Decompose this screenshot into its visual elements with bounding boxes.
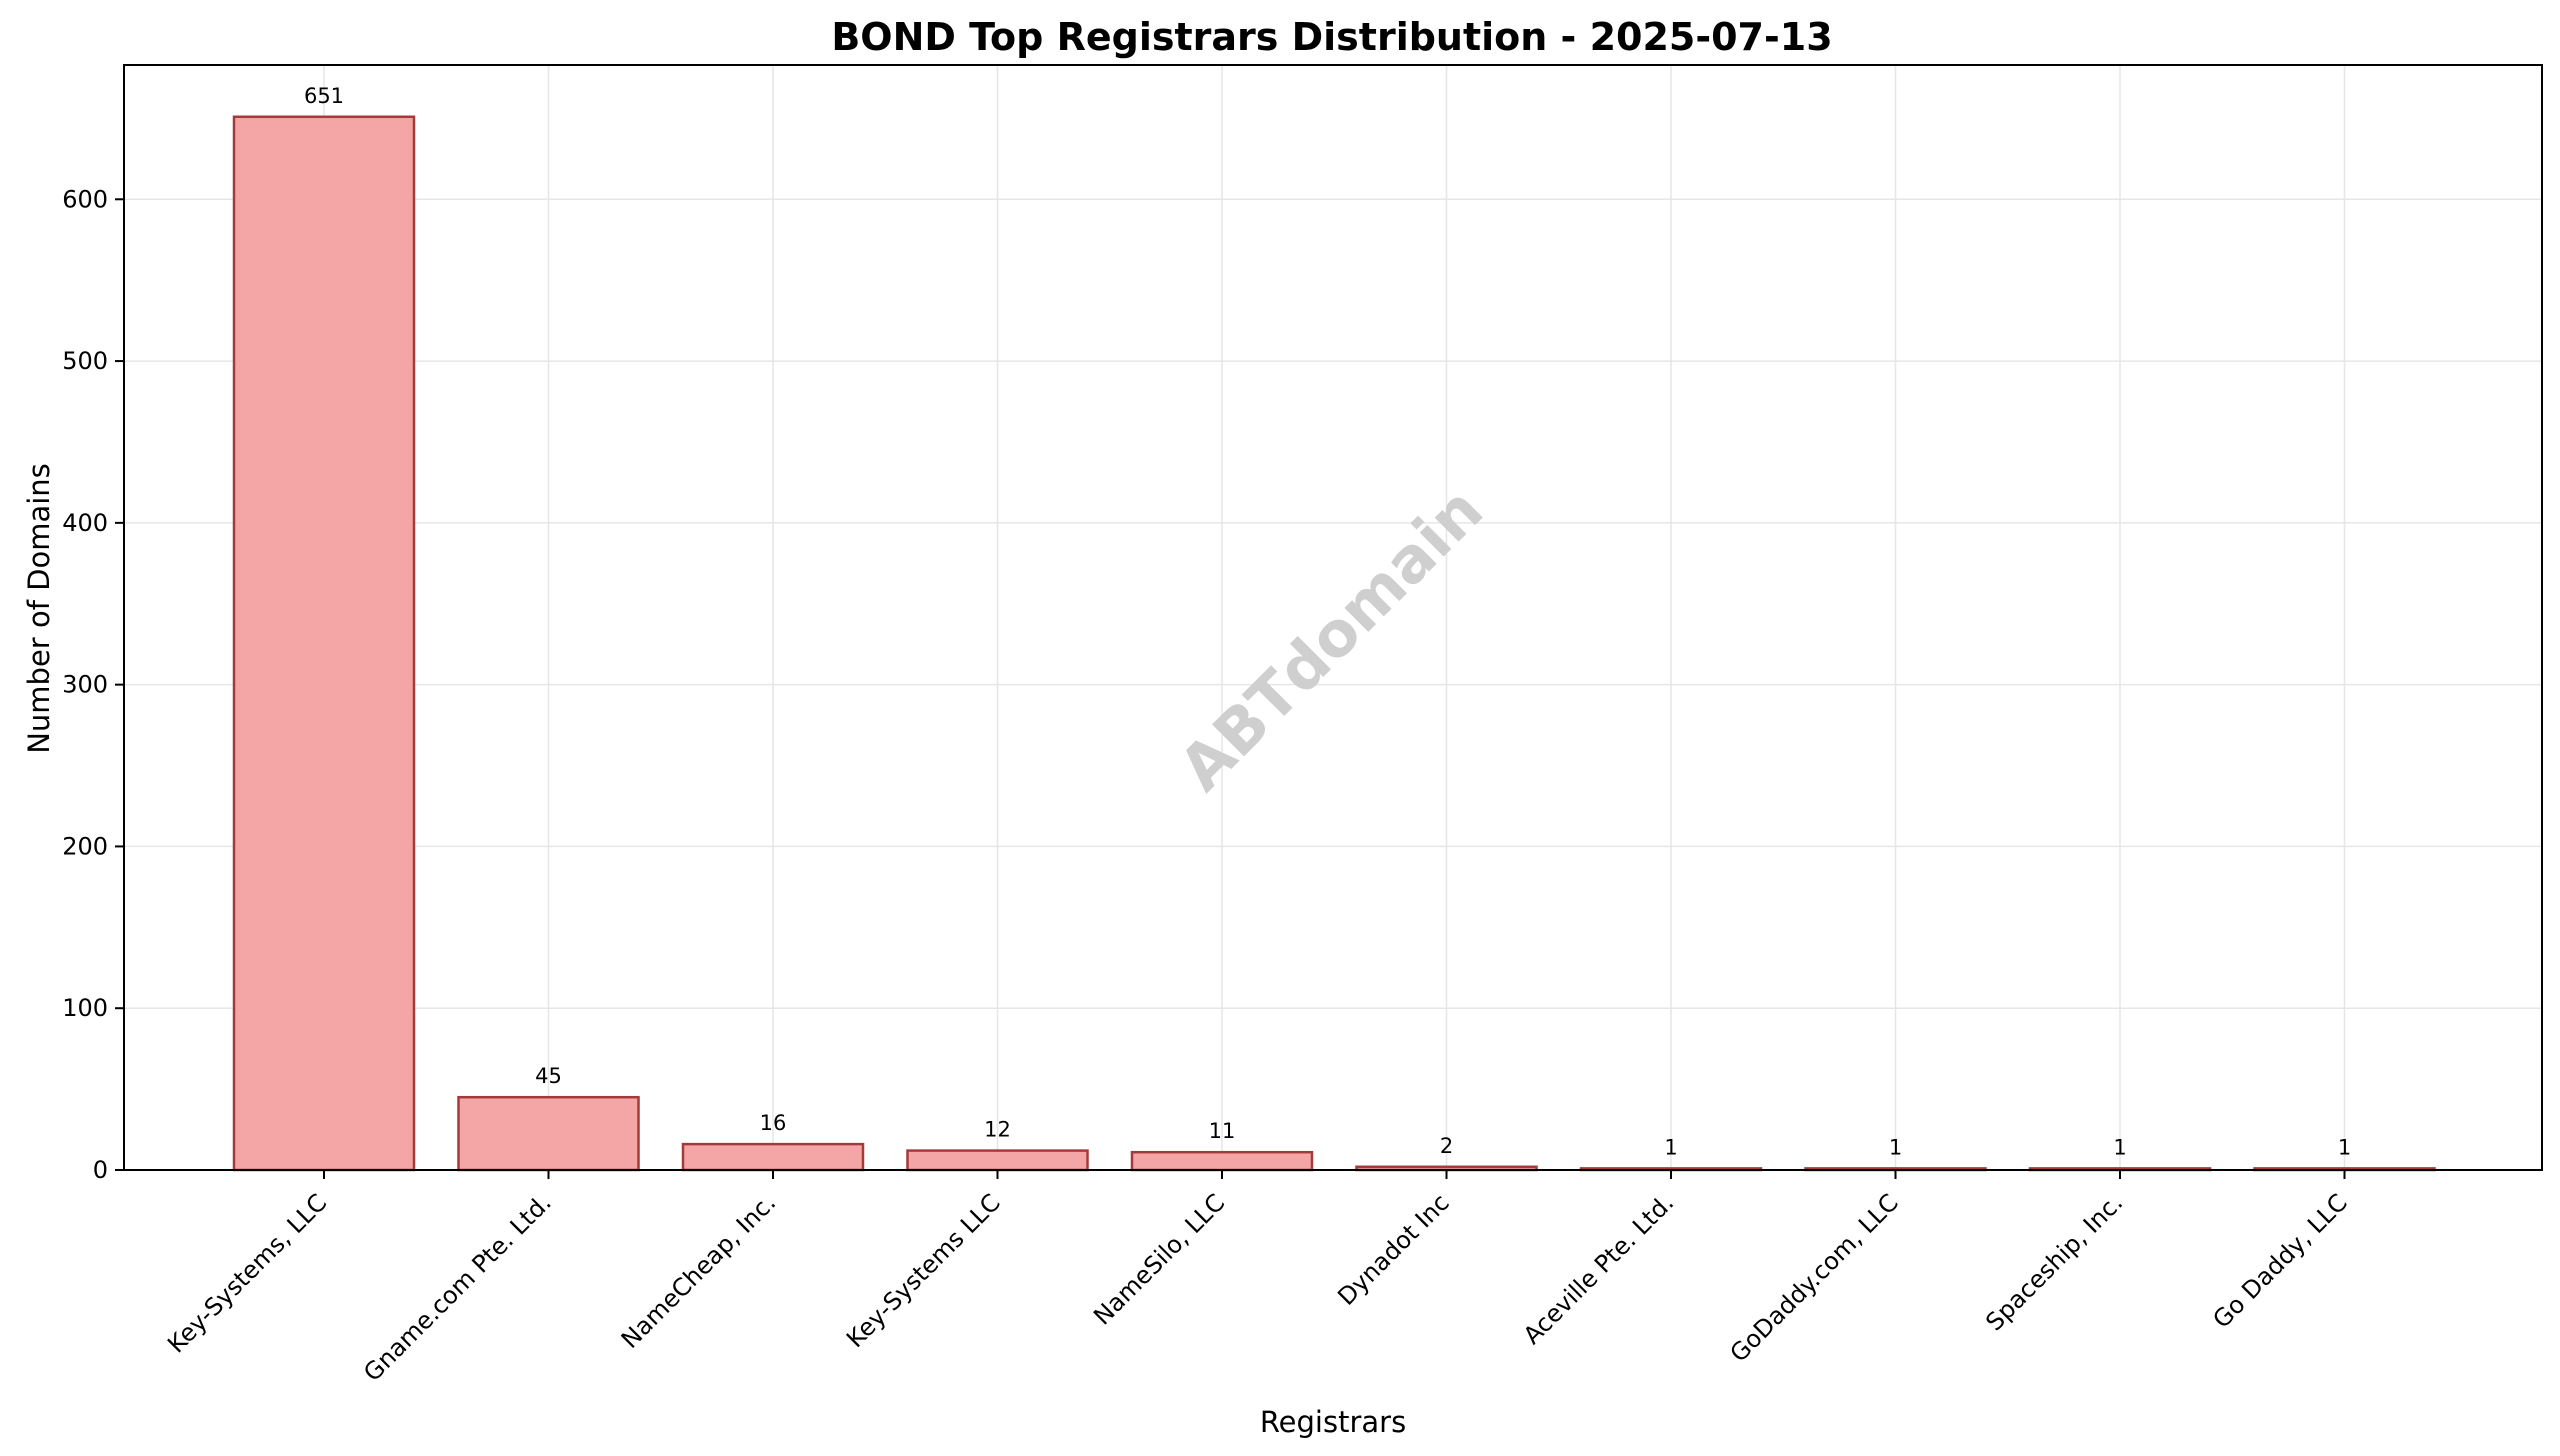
x-tick-label: NameCheap, Inc.: [616, 1188, 781, 1353]
bar: [906, 1149, 1089, 1172]
y-tick-label: 300: [62, 671, 108, 699]
y-axis: 0 100 200 300 400 500 600: [62, 185, 124, 1184]
bars: [232, 115, 2436, 1172]
bar-value-label: 1: [2113, 1135, 2126, 1159]
x-tick-label: Key-Systems, LLC: [162, 1188, 332, 1358]
x-tick-label: Key-Systems LLC: [841, 1188, 1006, 1353]
x-tick-label: GoDaddy.com, LLC: [1725, 1188, 1904, 1367]
bar-value-label: 2: [1440, 1134, 1453, 1158]
bar-value-label: 16: [760, 1111, 787, 1135]
y-tick-label: 100: [62, 994, 108, 1022]
grid-lines: [124, 65, 2542, 1171]
bar-value-label: 1: [1664, 1135, 1677, 1159]
bar-value-label: 651: [304, 84, 344, 108]
bar: [232, 115, 416, 1172]
x-tick-label: Gname.com Pte. Ltd.: [358, 1188, 557, 1387]
x-axis-label: Registrars: [1260, 1405, 1406, 1439]
bar-value-label: 45: [535, 1064, 562, 1088]
bar: [457, 1095, 640, 1172]
bar-value-label: 11: [1209, 1119, 1236, 1143]
bar-value-label: 1: [2338, 1135, 2351, 1159]
chart-title: BOND Top Registrars Distribution - 2025-…: [831, 15, 1832, 59]
plot-frame: [123, 64, 2543, 1171]
x-tick-label: NameSilo, LLC: [1088, 1188, 1230, 1330]
x-tick-label: Dynadot Inc: [1332, 1188, 1454, 1310]
bar-value-label: 1: [1889, 1135, 1902, 1159]
x-tick-label: Spaceship, Inc.: [1980, 1188, 2128, 1336]
bar: [1130, 1150, 1314, 1172]
x-axis: Key-Systems, LLC Gname.com Pte. Ltd. NameC…: [162, 1170, 2353, 1387]
y-tick-label: 500: [62, 347, 108, 375]
y-tick-label: 200: [62, 832, 108, 860]
y-tick-label: 0: [93, 1156, 108, 1184]
bar-value-label: 12: [984, 1118, 1011, 1142]
bar: [681, 1142, 865, 1172]
x-tick-label: Aceville Pte. Ltd.: [1518, 1188, 1679, 1349]
y-axis-label: Number of Domains: [22, 463, 56, 754]
y-tick-label: 600: [62, 185, 108, 213]
y-tick-label: 400: [62, 509, 108, 537]
x-tick-label: Go Daddy, LLC: [2207, 1188, 2352, 1333]
